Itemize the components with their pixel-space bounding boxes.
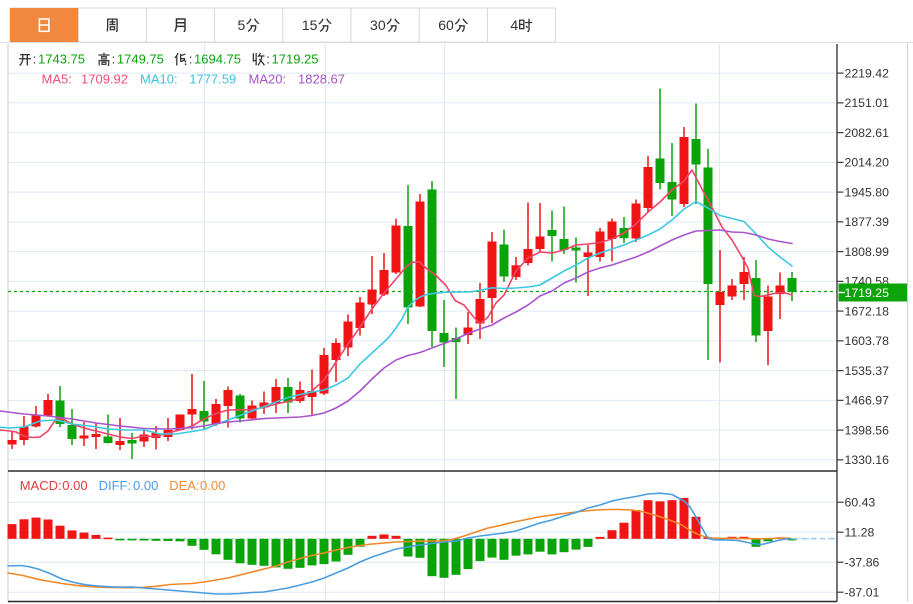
svg-text:2082.61: 2082.61 (845, 126, 890, 140)
svg-text:1749.75: 1749.75 (117, 52, 164, 67)
svg-text:1672.18: 1672.18 (845, 304, 890, 318)
svg-text:11.28: 11.28 (845, 526, 875, 540)
svg-text:1694.75: 1694.75 (194, 52, 241, 67)
svg-text:1535.37: 1535.37 (845, 364, 890, 378)
svg-text:1877.39: 1877.39 (845, 215, 890, 229)
svg-text:MA10:: MA10: (140, 72, 178, 87)
svg-text:1719.25: 1719.25 (272, 52, 319, 67)
svg-text:MA20:: MA20: (249, 72, 287, 87)
svg-text:DEA:: DEA: (169, 478, 199, 493)
svg-text:1828.67: 1828.67 (298, 72, 345, 87)
svg-text::: : (112, 52, 116, 67)
svg-text:2014.20: 2014.20 (845, 156, 890, 170)
svg-text:1709.92: 1709.92 (81, 72, 128, 87)
svg-text::: : (189, 52, 193, 67)
svg-text::: : (266, 52, 270, 67)
svg-text:-87.01: -87.01 (845, 586, 880, 600)
svg-text:1743.75: 1743.75 (38, 52, 85, 67)
svg-text:1945.80: 1945.80 (845, 185, 890, 199)
svg-text:30: 30 (370, 17, 386, 33)
svg-text:2151.01: 2151.01 (845, 96, 890, 110)
svg-text:0.00: 0.00 (200, 478, 225, 493)
svg-text:1466.97: 1466.97 (845, 394, 890, 408)
svg-text:4: 4 (510, 17, 518, 33)
svg-text:DIFF:: DIFF: (99, 478, 132, 493)
svg-text:MA5:: MA5: (42, 72, 72, 87)
svg-text:60.43: 60.43 (845, 496, 876, 510)
svg-text:MACD:: MACD: (20, 478, 62, 493)
svg-text:60: 60 (438, 17, 454, 33)
svg-text:1777.59: 1777.59 (189, 72, 236, 87)
svg-text:1719.25: 1719.25 (845, 286, 890, 300)
svg-text:1603.78: 1603.78 (845, 334, 890, 348)
svg-text:0.00: 0.00 (133, 478, 158, 493)
svg-text::: : (33, 52, 37, 67)
svg-text:1808.99: 1808.99 (845, 245, 890, 259)
svg-text:1330.16: 1330.16 (845, 453, 890, 467)
svg-text:5: 5 (238, 17, 246, 33)
svg-text:15: 15 (302, 17, 318, 33)
svg-text:-37.86: -37.86 (845, 556, 880, 570)
svg-text:1398.56: 1398.56 (845, 423, 890, 437)
svg-text:2219.42: 2219.42 (845, 66, 890, 80)
svg-text:0.00: 0.00 (62, 478, 87, 493)
